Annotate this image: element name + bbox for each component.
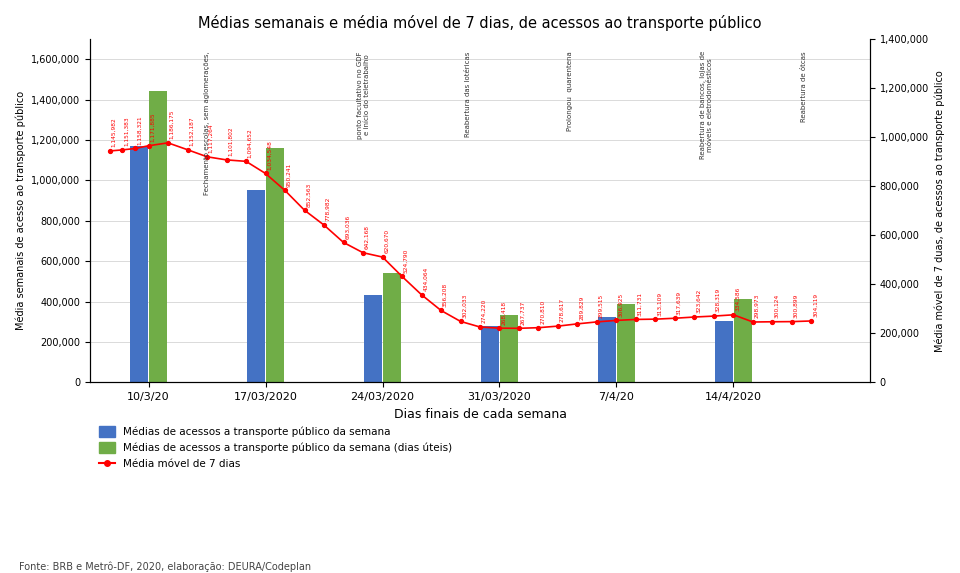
Text: 274,220: 274,220 [482,299,487,323]
Bar [383,273,401,382]
Bar [481,326,498,382]
Text: 524,790: 524,790 [403,249,409,273]
Text: 317,639: 317,639 [677,291,682,315]
Bar [267,147,284,382]
Text: 1,101,802: 1,101,802 [228,127,233,156]
Bar [150,91,167,382]
Text: 267,737: 267,737 [520,300,525,325]
Text: 270,810: 270,810 [540,300,545,324]
Text: 1,158,321: 1,158,321 [137,115,142,145]
Text: 1,171,885: 1,171,885 [150,112,156,142]
Text: 434,064: 434,064 [370,324,375,353]
Text: 434,064: 434,064 [423,267,428,291]
Text: 333,178: 333,178 [506,334,513,363]
Text: 300,899: 300,899 [794,293,799,318]
Text: 1,145,982: 1,145,982 [111,117,116,147]
Bar [734,299,752,382]
Text: Fechamento escolas, sem aglomerações,: Fechamento escolas, sem aglomerações, [204,51,210,195]
Text: Fonte: BRB e Metrô-DF, 2020, elaboração: DEURA/Codeplan: Fonte: BRB e Metrô-DF, 2020, elaboração:… [19,562,311,572]
Text: 1,441,707: 1,441,707 [156,219,161,254]
X-axis label: Dias finais de cada semana: Dias finais de cada semana [394,407,566,421]
Text: 642,168: 642,168 [365,225,370,249]
Text: 306,925: 306,925 [618,292,623,317]
Text: 278,617: 278,617 [560,299,564,323]
Y-axis label: Média semanais de acesso ao transporte público: Média semanais de acesso ao transporte p… [15,91,26,330]
Text: Reabertura das lotéricas: Reabertura das lotéricas [466,51,471,136]
Text: 1,094,652: 1,094,652 [248,128,252,158]
Text: 323,642: 323,642 [604,335,610,364]
Text: 1,034,548: 1,034,548 [267,140,272,170]
Text: 304,757: 304,757 [721,337,727,366]
Text: 268,418: 268,418 [501,300,506,324]
Text: 950,241: 950,241 [252,272,259,301]
Text: 541,728: 541,728 [389,313,396,342]
Text: 300,124: 300,124 [774,294,779,318]
Text: 693,036: 693,036 [345,215,350,239]
Bar [598,317,615,382]
Text: 950,241: 950,241 [287,163,292,187]
Bar [715,321,732,382]
Title: Médias semanais e média móvel de 7 dias, de acessos ao transporte público: Médias semanais e média móvel de 7 dias,… [199,15,761,31]
Text: Reabertura de bancos, lojas de
móveis e eletrodomésticos: Reabertura de bancos, lojas de móveis e … [700,51,712,159]
Text: Reabertura de ótcas: Reabertura de ótcas [801,51,806,122]
Text: 289,829: 289,829 [579,296,584,320]
Text: 278,617: 278,617 [487,340,492,369]
Text: 304,119: 304,119 [813,293,818,317]
Bar [500,315,518,382]
Text: 413,293: 413,293 [740,326,746,355]
Text: 298,973: 298,973 [755,294,759,319]
Bar [130,146,148,382]
Text: 1,151,383: 1,151,383 [124,117,129,146]
Text: 387,556: 387,556 [623,329,629,358]
Text: 1,171,885: 1,171,885 [135,246,142,282]
Bar [247,190,265,382]
Legend: Médias de acessos a transporte público da semana, Médias de acessos a transporte: Médias de acessos a transporte público d… [95,422,457,473]
Text: 852,563: 852,563 [306,182,311,207]
Bar [364,295,381,382]
Text: 1,152,187: 1,152,187 [189,116,194,146]
Text: 328,319: 328,319 [715,288,721,312]
Text: 323,642: 323,642 [696,289,701,313]
Text: 1,163,063: 1,163,063 [273,247,278,283]
Text: Prolongou  quarentena: Prolongou quarentena [566,51,573,131]
Text: 334,586: 334,586 [735,287,740,311]
Text: 356,208: 356,208 [443,282,447,307]
Text: ponto facultativo no GDF
e início do teletrabalho: ponto facultativo no GDF e início do tel… [356,51,370,139]
Text: 620,670: 620,670 [384,229,389,253]
Text: 1,186,175: 1,186,175 [170,109,175,139]
Text: 302,033: 302,033 [462,293,468,318]
Text: 778,982: 778,982 [325,197,330,221]
Text: 1,117,264: 1,117,264 [208,124,213,153]
Text: 299,515: 299,515 [598,294,604,318]
Bar [617,304,635,382]
Text: 313,109: 313,109 [657,292,662,316]
Text: 311,731: 311,731 [637,292,642,316]
Y-axis label: Média móvel de 7 duas, de acessos ao transporte público: Média móvel de 7 duas, de acessos ao tra… [934,70,945,352]
